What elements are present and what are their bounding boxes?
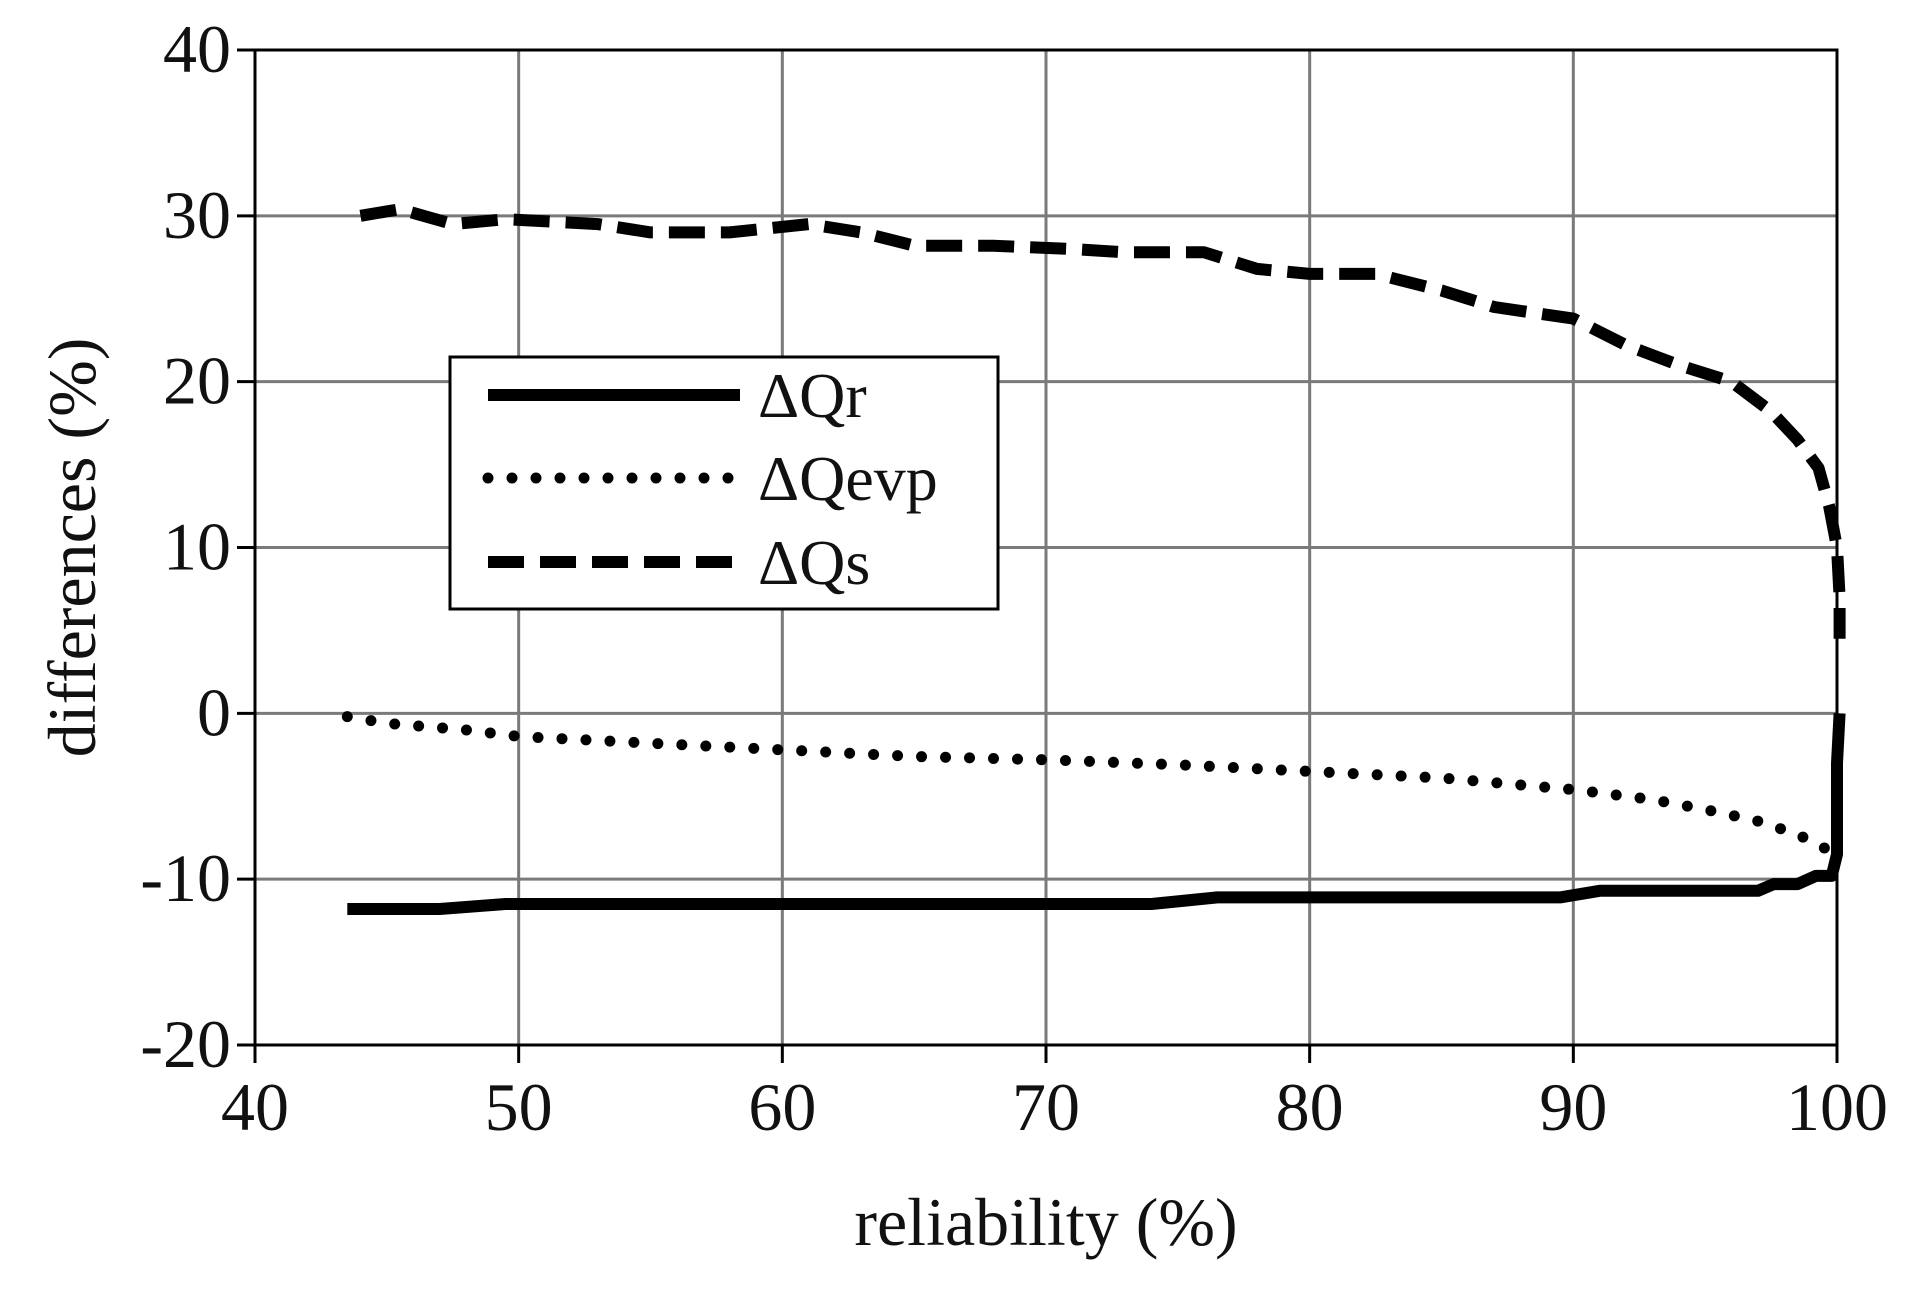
x-tick-label: 90	[1539, 1069, 1607, 1145]
y-axis-ticks: -20 -10 0 10 20 30 40	[140, 11, 255, 1082]
series-line-dqevp	[341, 711, 1843, 860]
x-tick-label: 100	[1786, 1069, 1888, 1145]
legend: ΔQr ΔQevp ΔQs	[448, 355, 1000, 611]
x-tick-label: 50	[485, 1069, 553, 1145]
x-tick-label: 60	[748, 1069, 816, 1145]
legend-label-dqevp: ΔQevp	[758, 443, 938, 514]
series-line-dqs	[359, 203, 1846, 639]
x-tick-label: 70	[1012, 1069, 1080, 1145]
y-tick-label: -10	[140, 840, 231, 916]
legend-label-dqr: ΔQr	[758, 360, 867, 431]
series-layer	[341, 203, 1846, 915]
y-axis-title: differences (%)	[34, 338, 110, 758]
x-tick-label: 80	[1276, 1069, 1344, 1145]
legend-label-dqs: ΔQs	[758, 527, 870, 598]
x-tick-label: 40	[221, 1069, 289, 1145]
series-line-dqr	[347, 712, 1846, 915]
y-tick-label: 20	[163, 343, 231, 419]
x-axis-title: reliability (%)	[854, 1184, 1237, 1260]
y-tick-label: -20	[140, 1006, 231, 1082]
y-tick-label: 0	[197, 674, 231, 750]
y-tick-label: 30	[163, 177, 231, 253]
y-tick-label: 40	[163, 11, 231, 87]
y-tick-label: 10	[163, 509, 231, 585]
x-axis-ticks: 40 50 60 70 80 90 100	[221, 1045, 1888, 1145]
